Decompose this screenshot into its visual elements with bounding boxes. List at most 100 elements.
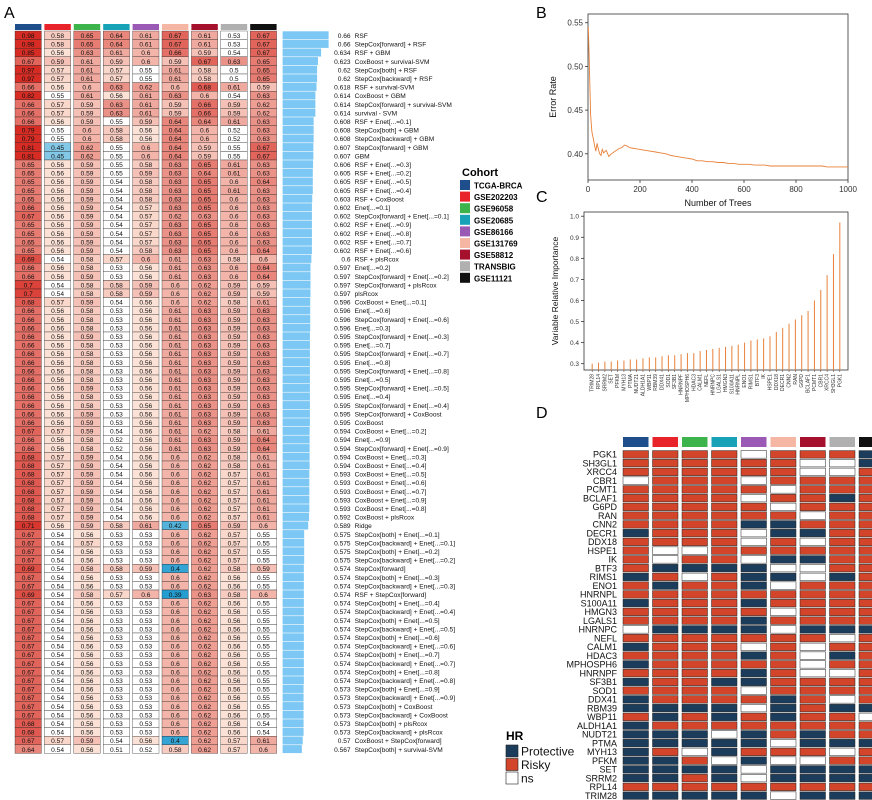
- heatmap-cell-label: 0.6: [259, 592, 268, 599]
- heatmap-cell-label: 0.62: [198, 454, 211, 461]
- hr-cell: [652, 704, 679, 713]
- heatmap-row: 0.79 0.55 0.6 0.58 0.56 0.64 0.6 0.52 0.63 0.608 S…: [14, 125, 419, 135]
- panel-a-c-index-heatmap: 0.98 0.58 0.65 0.64 0.61 0.67 0.61 0.53 0.67 0.66…: [14, 24, 455, 754]
- heatmap-cell-label: 0.81: [22, 153, 35, 160]
- heatmap-cell-label: 0.61: [81, 76, 94, 83]
- heatmap-cell-label: 0.55: [228, 153, 241, 160]
- model-name-label: StepCox[both] + Enet[...=0.1]: [355, 532, 440, 539]
- heatmap-cell-label: 0.6: [171, 583, 180, 590]
- hr-cell: [711, 739, 738, 748]
- heatmap-cell-label: 0.58: [110, 523, 123, 530]
- heatmap-row: 0.67 0.54 0.56 0.53 0.53 0.6 0.62 0.56 0.55 0.574…: [14, 624, 455, 633]
- heatmap-cell-label: 0.53: [110, 532, 123, 539]
- heatmap-cell-label: 0.59: [228, 351, 241, 358]
- heatmap-cell-label: 0.98: [22, 42, 35, 49]
- heatmap-cell-label: 0.63: [198, 265, 211, 272]
- heatmap-cell-label: 0.62: [198, 558, 211, 565]
- model-name-label: RSF + Enet[...=0.9]: [355, 222, 412, 229]
- heatmap-cell-label: 0.6: [171, 695, 180, 702]
- cohort-legend-label: TCGA-BRCA: [474, 182, 523, 191]
- model-name-label: StepCox[forward] + survival-SVM: [355, 102, 452, 109]
- gene-row-label: NEFL: [594, 633, 617, 643]
- heatmap-cell-label: 0.62: [198, 609, 211, 616]
- gene-row-label: HNRNPC: [578, 625, 617, 635]
- hr-cell: [711, 502, 738, 511]
- hr-cell: [770, 459, 797, 468]
- heatmap-cell-label: 0.54: [51, 566, 64, 573]
- mean-bar: [282, 168, 313, 177]
- error-rate-line: [587, 27, 848, 168]
- heatmap-row: 0.66 0.56 0.58 0.53 0.56 0.61 0.63 0.59 0.63 0.59…: [14, 314, 449, 324]
- heatmap-cell-label: 0.59: [169, 110, 182, 117]
- heatmap-cell-label: 0.53: [139, 618, 152, 625]
- model-name-label: RSF: [355, 33, 368, 40]
- heatmap-cell-label: 0.65: [198, 231, 211, 238]
- heatmap-cell-label: 0.6: [141, 50, 150, 57]
- hr-cell: [740, 774, 767, 783]
- heatmap-cell-label: 0.67: [257, 153, 270, 160]
- heatmap-cell-label: 0.67: [22, 704, 35, 711]
- heatmap-cell-label: 0.65: [22, 222, 35, 229]
- heatmap-cell-label: 0.61: [228, 188, 241, 195]
- heatmap-cell-label: 0.52: [110, 446, 123, 453]
- model-name-label: RSF + Enet[...=0.8]: [355, 231, 412, 238]
- hr-cell: [829, 712, 856, 721]
- hr-cell: [770, 555, 797, 564]
- heatmap-cell-label: 0.64: [110, 33, 123, 40]
- heatmap-cell-label: 0.63: [257, 308, 270, 315]
- hr-cell: [799, 529, 826, 538]
- heatmap-cell-label: 0.57: [51, 738, 64, 745]
- heatmap-row: 0.66 0.56 0.59 0.53 0.56 0.61 0.63 0.59 0.63 0.59…: [14, 409, 442, 418]
- heatmap-cell-label: 0.67: [22, 575, 35, 582]
- heatmap-cell-label: 0.55: [257, 575, 270, 582]
- heatmap-cell-label: 0.55: [257, 558, 270, 565]
- heatmap-cell-label: 0.58: [228, 454, 241, 461]
- hr-cell: [829, 677, 856, 686]
- heatmap-cell-label: 0.54: [51, 704, 64, 711]
- mean-value-label: 0.593: [334, 489, 351, 496]
- hr-cell: [711, 607, 738, 616]
- mean-value-label: 0.593: [334, 506, 351, 513]
- heatmap-cell-label: 0.53: [110, 652, 123, 659]
- gene-row-label: PTMA: [592, 738, 617, 748]
- gene-tick-label: HSPE1: [767, 374, 773, 391]
- heatmap-cell-label: 0.59: [139, 566, 152, 573]
- hr-cell: [622, 634, 649, 643]
- hr-cell: [681, 791, 708, 800]
- gene-row-label: S100A11: [581, 598, 617, 608]
- hr-cell: [622, 642, 649, 651]
- hr-row: ALDH1A1: [577, 721, 872, 731]
- heatmap-cell-label: 0.63: [169, 171, 182, 178]
- hr-row: SRRM2: [585, 773, 872, 783]
- heatmap-row: 0.65 0.56 0.59 0.54 0.58 0.63 0.65 0.6 0.63 0.603…: [14, 194, 404, 203]
- hr-cell: [711, 642, 738, 651]
- heatmap-cell-label: 0.56: [139, 136, 152, 143]
- heatmap-cell-label: 0.54: [51, 618, 64, 625]
- heatmap-cell-label: 0.56: [51, 196, 64, 203]
- heatmap-cell-label: 0.62: [257, 102, 270, 109]
- heatmap-cell-label: 0.59: [81, 738, 94, 745]
- mean-bar: [282, 272, 311, 281]
- heatmap-cell-label: 0.61: [139, 110, 152, 117]
- heatmap-cell-label: 0.68: [22, 300, 35, 307]
- heatmap-row: 0.68 0.57 0.59 0.54 0.56 0.6 0.62 0.58 0.61 0.594…: [14, 452, 427, 461]
- heatmap-cell-label: 0.6: [200, 136, 209, 143]
- hr-cell: [799, 450, 826, 459]
- heatmap-cell-label: 0.55: [257, 712, 270, 719]
- heatmap-cell-label: 0.57: [51, 102, 64, 109]
- model-name-label: CoxBoost: [355, 420, 384, 427]
- heatmap-cell-label: 0.58: [110, 128, 123, 135]
- heatmap-cell-label: 0.64: [169, 119, 182, 126]
- gene-tick-label: CALM1: [698, 374, 704, 391]
- heatmap-cell-label: 0.58: [228, 429, 241, 436]
- hr-cell: [799, 782, 826, 791]
- hr-row: RBM39: [587, 703, 872, 713]
- heatmap-cell-label: 0.63: [198, 368, 211, 375]
- heatmap-cell-label: 0.54: [110, 179, 123, 186]
- heatmap-cell-label: 0.59: [81, 463, 94, 470]
- hr-cell: [681, 572, 708, 581]
- hr-cell: [681, 695, 708, 704]
- heatmap-cell-label: 0.39: [169, 592, 182, 599]
- mean-value-label: 0.602: [334, 205, 351, 212]
- mean-bar: [282, 280, 311, 289]
